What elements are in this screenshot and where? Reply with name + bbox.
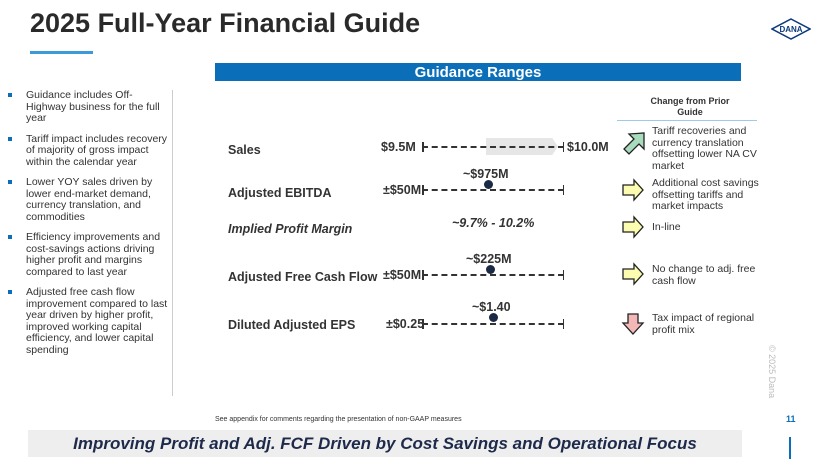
footnote: See appendix for comments regarding the … <box>215 416 462 423</box>
arrow-down-red-icon <box>621 313 645 335</box>
eps-range-bar <box>422 319 564 329</box>
change-note-eps: Tax impact of regional profit mix <box>652 312 755 336</box>
sales-high: $10.0M <box>567 140 609 154</box>
page-number: 11 <box>786 414 796 424</box>
eps-dot <box>489 313 498 322</box>
metric-label-fcf: Adjusted Free Cash Flow <box>228 270 378 284</box>
metric-label-sales: Sales <box>228 143 261 157</box>
fcf-range: ±$50M <box>383 268 422 282</box>
dana-logo: DANA <box>771 18 811 40</box>
header-rule <box>617 120 757 121</box>
bullet-item: Lower YOY sales driven by lower end-mark… <box>8 176 168 223</box>
arrow-up-right-green-icon <box>623 132 645 155</box>
metric-label-margin: Implied Profit Margin <box>228 222 353 236</box>
arrow-right-yellow-icon <box>622 262 644 286</box>
bullet-item: Guidance includes Off-Highway business f… <box>8 89 168 125</box>
change-header: Change from Prior Guide <box>650 96 730 117</box>
fcf-center: ~$225M <box>466 252 512 266</box>
title-underline <box>30 51 93 54</box>
bullet-item: Adjusted free cash flow improvement comp… <box>8 286 168 356</box>
divider <box>172 90 173 396</box>
fcf-range-bar <box>422 270 564 280</box>
change-note-sales: Tariff recoveries and currency translati… <box>652 125 757 172</box>
bullet-item: Tariff impact includes recovery of major… <box>8 133 168 169</box>
metric-label-ebitda: Adjusted EBITDA <box>228 186 332 200</box>
page-title: 2025 Full-Year Financial Guide <box>30 8 421 38</box>
fcf-dot <box>486 265 495 274</box>
change-note-ebitda: Additional cost savings offsetting tarif… <box>652 177 759 212</box>
ebitda-range: ±$50M <box>383 183 422 197</box>
guidance-ranges-banner: Guidance Ranges <box>215 63 741 81</box>
change-note-margin: In-line <box>652 221 681 233</box>
metric-label-eps: Diluted Adjusted EPS <box>228 318 356 332</box>
accent-bar <box>789 437 791 459</box>
copyright: © 2025 Dana <box>767 345 777 399</box>
ebitda-dot <box>484 180 493 189</box>
sales-range-bar <box>422 142 564 152</box>
margin-range: ~9.7% - 10.2% <box>452 216 535 230</box>
arrow-right-yellow-icon <box>622 215 644 239</box>
eps-range: ±$0.25 <box>386 317 425 331</box>
ebitda-range-bar <box>422 185 564 195</box>
bullet-list: Guidance includes Off-Highway business f… <box>8 89 168 365</box>
bottom-banner: Improving Profit and Adj. FCF Driven by … <box>28 430 742 457</box>
change-note-fcf: No change to adj. free cash flow <box>652 263 756 287</box>
arrow-right-yellow-icon <box>622 178 644 202</box>
sales-low: $9.5M <box>381 140 416 154</box>
eps-center: ~$1.40 <box>472 300 511 314</box>
bullet-item: Efficiency improvements and cost-savings… <box>8 231 168 278</box>
svg-text:DANA: DANA <box>779 25 802 34</box>
ebitda-center: ~$975M <box>463 167 509 181</box>
